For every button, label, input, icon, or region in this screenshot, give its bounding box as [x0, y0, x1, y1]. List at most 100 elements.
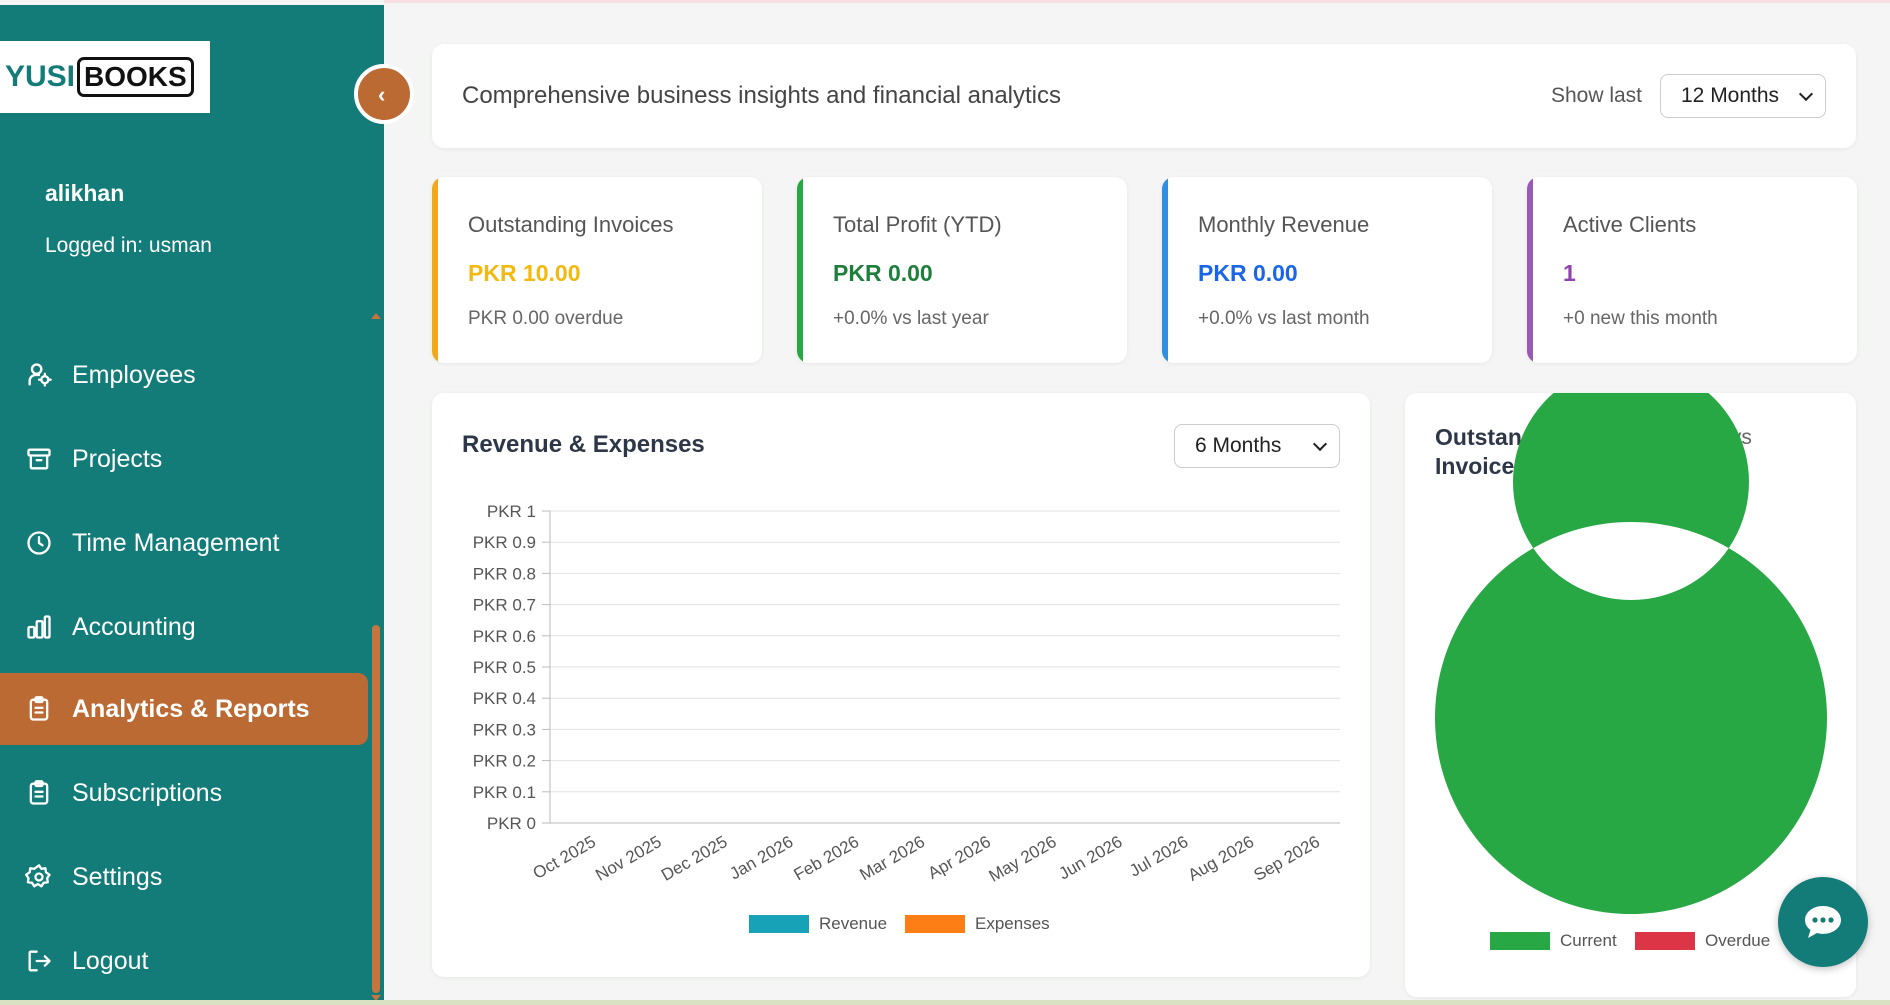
sidebar: YUSI BOOKS alikhan Logged in: usman Empl…: [0, 5, 384, 1001]
kpi-value: PKR 10.00: [468, 260, 581, 286]
employees-icon: [25, 361, 53, 389]
revenue-expenses-card: Revenue & Expenses PKR 0 PKR 0.1 PKR 0.2 PK…: [432, 393, 1370, 977]
kpi-title: Monthly Revenue: [1198, 212, 1370, 237]
period-select-value: 12 Months: [1681, 84, 1780, 107]
x-tick-label: Mar 2026: [856, 832, 928, 884]
top-accent-line: [384, 0, 1890, 3]
y-tick-label: PKR 0.8: [473, 564, 536, 583]
legend-label: Revenue: [819, 914, 887, 933]
y-tick-label: PKR 0.1: [473, 783, 536, 802]
kpi-title: Total Profit (YTD): [833, 212, 1002, 237]
bar-chart-icon: [25, 613, 53, 641]
sidebar-item-settings[interactable]: Settings: [0, 841, 368, 913]
logo-text-yusi: YUSI: [5, 60, 76, 93]
kpi-accent-bar: [432, 177, 438, 363]
logo-text-books: BOOKS: [77, 57, 194, 97]
period-select[interactable]: 12 Months: [1660, 74, 1826, 118]
scroll-up-arrow[interactable]: [371, 313, 381, 319]
y-tick-label: PKR 0.4: [473, 689, 536, 708]
kpi-title: Outstanding Invoices: [468, 212, 674, 237]
y-tick-label: PKR 0.2: [473, 752, 536, 771]
sidebar-scrollbar[interactable]: [372, 625, 380, 993]
show-last-label: Show last: [1550, 84, 1642, 107]
sidebar-item-label: Analytics & Reports: [72, 694, 310, 723]
revenue-chart-title: Revenue & Expenses: [462, 431, 705, 458]
legend-label: Expenses: [975, 914, 1050, 933]
sidebar-item-analytics-reports[interactable]: Analytics & Reports: [0, 673, 368, 745]
y-tick-label: PKR 0.3: [473, 720, 536, 739]
kpi-monthly-revenue[interactable]: Monthly Revenue PKR 0.00 +0.0% vs last m…: [1162, 177, 1492, 363]
kpi-value: PKR 0.00: [1198, 260, 1298, 286]
y-tick-label: PKR 0.5: [473, 658, 536, 677]
kpi-subtext: +0.0% vs last month: [1198, 308, 1370, 329]
kpi-value: 1: [1563, 260, 1576, 286]
kpi-title: Active Clients: [1563, 212, 1697, 237]
sidebar-item-accounting[interactable]: Accounting: [0, 591, 368, 663]
sidebar-item-label: Accounting: [72, 612, 196, 641]
chat-bubble-icon: [1805, 906, 1841, 938]
x-tick-label: Aug 2026: [1185, 832, 1258, 885]
x-tick-label: Oct 2025: [530, 832, 599, 883]
clipboard-icon: [25, 695, 53, 723]
app-logo[interactable]: YUSI BOOKS: [0, 41, 210, 113]
chat-button[interactable]: [1778, 877, 1868, 967]
x-tick-label: Jun 2026: [1056, 832, 1126, 883]
sidebar-item-subscriptions[interactable]: Subscriptions: [0, 757, 368, 829]
sidebar-item-employees[interactable]: Employees: [0, 339, 368, 411]
x-tick-label: Nov 2025: [592, 832, 665, 885]
sidebar-item-logout[interactable]: Logout: [0, 925, 368, 997]
sidebar-collapse-button[interactable]: ‹: [354, 64, 414, 124]
kpi-active-clients[interactable]: Active Clients 1 +0 new this month: [1527, 177, 1857, 363]
kpi-outstanding-invoices[interactable]: Outstanding Invoices PKR 10.00 PKR 0.00 …: [432, 177, 762, 363]
outstanding-invoices-donut: Current Overdue: [1435, 393, 1827, 950]
chevron-down-icon: [1798, 86, 1814, 102]
chevron-down-icon: [1312, 436, 1328, 452]
sidebar-item-time-management[interactable]: Time Management: [0, 507, 368, 579]
kpi-accent-bar: [1162, 177, 1168, 363]
y-tick-label: PKR 0.6: [473, 627, 536, 646]
legend-swatch[interactable]: [905, 915, 965, 933]
scroll-down-arrow[interactable]: [371, 995, 381, 1001]
kpi-total-profit[interactable]: Total Profit (YTD) PKR 0.00 +0.0% vs las…: [797, 177, 1127, 363]
kpi-value: PKR 0.00: [833, 260, 933, 286]
page-subtitle: Comprehensive business insights and fina…: [462, 82, 1061, 109]
donut-slice-current[interactable]: [1435, 393, 1827, 914]
sidebar-item-label: Employees: [72, 360, 196, 389]
kpi-subtext: PKR 0.00 overdue: [468, 308, 624, 329]
y-tick-label: PKR 0.9: [473, 533, 536, 552]
user-name: alikhan: [45, 180, 125, 206]
clock-icon: [25, 529, 53, 557]
kpi-accent-bar: [797, 177, 803, 363]
x-tick-label: Apr 2026: [925, 832, 994, 883]
chart-period-select[interactable]: 6 Months: [1174, 424, 1340, 468]
sidebar-item-label: Time Management: [72, 528, 280, 557]
legend-swatch[interactable]: [1490, 932, 1550, 950]
kpi-accent-bar: [1527, 177, 1533, 363]
bottom-accent-line: [0, 1000, 1890, 1005]
dashboard-header: Comprehensive business insights and fina…: [432, 44, 1856, 148]
y-tick-label: PKR 1: [487, 502, 536, 521]
sidebar-item-label: Subscriptions: [72, 778, 223, 807]
revenue-expenses-chart: PKR 0 PKR 0.1 PKR 0.2 PKR 0.3 PKR 0.4 PKR 0.5…: [473, 502, 1340, 933]
kpi-subtext: +0.0% vs last year: [833, 308, 989, 329]
chevron-left-icon: ‹: [378, 82, 386, 107]
y-tick-label: PKR 0.7: [473, 596, 536, 615]
user-login-status: Logged in: usman: [45, 234, 212, 257]
x-tick-label: Sep 2026: [1251, 832, 1324, 885]
chart-period-value: 6 Months: [1195, 434, 1282, 457]
outstanding-invoices-card: Outstanding Invoices Current vs Overdue …: [1405, 393, 1856, 997]
clipboard-icon: [25, 779, 53, 807]
sidebar-item-projects[interactable]: Projects: [0, 423, 368, 495]
sidebar-item-label: Settings: [72, 862, 163, 891]
legend-swatch[interactable]: [749, 915, 809, 933]
archive-icon: [25, 445, 53, 473]
legend-swatch[interactable]: [1635, 932, 1695, 950]
logout-icon: [25, 947, 53, 975]
x-tick-label: Jul 2026: [1126, 832, 1191, 881]
x-tick-label: Dec 2025: [658, 832, 731, 885]
legend-label: Overdue: [1705, 931, 1770, 950]
sidebar-item-label: Logout: [72, 946, 149, 975]
y-tick-label: PKR 0: [487, 814, 536, 833]
gear-icon: [25, 863, 53, 891]
x-tick-label: Feb 2026: [791, 832, 863, 884]
